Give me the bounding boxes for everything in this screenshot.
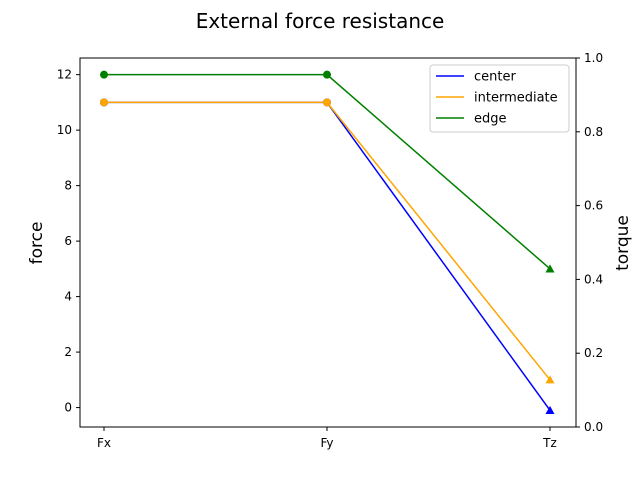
y2-tick-label: 0.8 (584, 125, 603, 139)
y-tick-label: 0 (64, 401, 72, 415)
legend-label-edge: edge (474, 112, 507, 127)
y2-tick-label: 0.0 (584, 420, 603, 434)
data-point-intermediate (323, 98, 331, 107)
y-tick-label: 8 (64, 179, 72, 193)
data-point-edge (323, 70, 331, 79)
data-point-edge (100, 70, 108, 79)
y-tick-label: 12 (57, 68, 72, 82)
data-point-intermediate (100, 98, 108, 107)
x-axis: Fx Fy Tz (97, 427, 557, 450)
y2-tick-label: 1.0 (584, 51, 603, 65)
y2-tick-label: 0.6 (584, 199, 603, 213)
series-layer (100, 70, 555, 414)
y-tick-label: 2 (64, 345, 72, 359)
x-tick-label: Fx (97, 436, 111, 450)
legend-label-center: center (474, 70, 516, 85)
y2-tick-label: 0.2 (584, 346, 603, 360)
x-tick-label: Tz (542, 436, 557, 450)
plot-area (79, 57, 577, 428)
legend-box (429, 64, 570, 133)
data-point-edge (545, 264, 555, 273)
y-tick-label: 10 (57, 123, 72, 137)
y2-tick-label: 0.4 (584, 272, 603, 286)
plot-frame (79, 57, 577, 428)
legend-label-intermediate: intermediate (474, 91, 558, 106)
chart-title: External force resistance (196, 9, 445, 33)
y-tick-label: 6 (64, 234, 72, 248)
y-axis-right: 0.0 0.2 0.4 0.6 0.8 1.0 (576, 51, 603, 434)
y-axis-label: force (27, 222, 47, 265)
y2-axis-label: torque (613, 215, 633, 271)
x-tick-label: Fy (321, 436, 334, 450)
y-axis-left: 0 2 4 6 8 10 12 (57, 68, 80, 415)
data-point-intermediate (545, 375, 555, 384)
y-tick-label: 4 (64, 290, 72, 304)
data-point-center (545, 405, 555, 414)
legend: center intermediate edge (429, 64, 570, 133)
